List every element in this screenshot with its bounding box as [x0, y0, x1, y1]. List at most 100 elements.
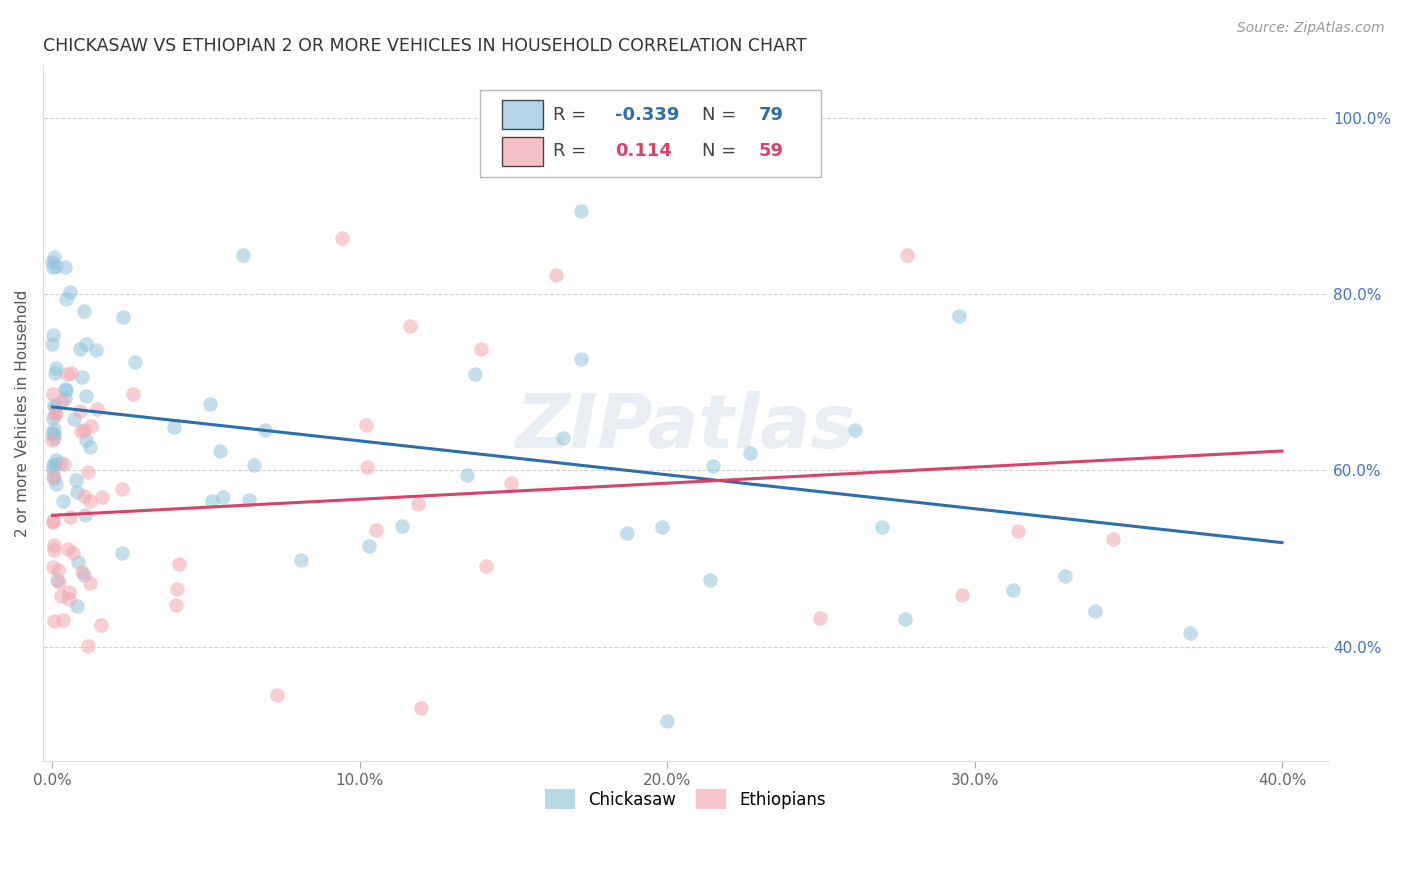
FancyBboxPatch shape	[502, 100, 543, 129]
Point	[65, 473, 87, 487]
Text: N =: N =	[703, 105, 742, 124]
Point	[53, 391, 76, 405]
Text: N =: N =	[703, 143, 742, 161]
Point	[893, 611, 915, 625]
Point	[356, 459, 378, 474]
Point	[42, 514, 65, 528]
Point	[45, 259, 67, 273]
Point	[73, 568, 96, 582]
Point	[211, 490, 233, 504]
Point	[73, 489, 96, 503]
Point	[86, 401, 108, 416]
Point	[391, 518, 413, 533]
Point	[42, 560, 65, 574]
Point	[45, 476, 67, 491]
Point	[254, 423, 277, 437]
Point	[870, 520, 893, 534]
Point	[69, 424, 91, 438]
Point	[406, 497, 429, 511]
Point	[1001, 583, 1024, 598]
Point	[72, 303, 94, 318]
Point	[70, 565, 93, 579]
Point	[616, 525, 638, 540]
Point	[44, 366, 66, 380]
Point	[42, 538, 65, 552]
Point	[166, 582, 188, 596]
Point	[702, 458, 724, 473]
FancyBboxPatch shape	[502, 136, 543, 166]
Point	[844, 423, 866, 437]
Point	[42, 398, 65, 412]
Text: R =: R =	[554, 105, 592, 124]
Point	[59, 285, 82, 300]
Point	[52, 494, 75, 508]
Point	[90, 618, 112, 632]
Point	[48, 575, 70, 590]
Point	[1178, 626, 1201, 640]
Point	[75, 433, 97, 447]
Text: 0.114: 0.114	[614, 143, 672, 161]
Point	[46, 563, 69, 577]
Point	[950, 589, 973, 603]
Point	[44, 471, 66, 485]
Point	[65, 599, 87, 613]
Point	[232, 247, 254, 261]
Point	[470, 343, 492, 357]
Text: ZIPatlas: ZIPatlas	[516, 391, 856, 464]
Point	[330, 231, 353, 245]
Point	[546, 268, 568, 282]
Point	[464, 368, 486, 382]
Point	[42, 427, 65, 442]
Point	[56, 367, 79, 381]
Point	[111, 310, 134, 325]
Text: -0.339: -0.339	[614, 105, 679, 124]
Point	[41, 254, 63, 268]
Point	[42, 515, 65, 529]
Point	[41, 463, 63, 477]
Point	[699, 573, 721, 587]
Point	[66, 555, 89, 569]
Point	[896, 247, 918, 261]
Point	[75, 337, 97, 351]
Point	[58, 585, 80, 599]
Point	[52, 613, 75, 627]
Point	[53, 382, 76, 396]
Point	[651, 520, 673, 534]
Point	[501, 476, 523, 491]
Point	[69, 343, 91, 357]
Point	[738, 446, 761, 460]
Point	[198, 397, 221, 411]
Point	[124, 355, 146, 369]
Point	[55, 383, 77, 397]
Point	[60, 367, 83, 381]
Point	[49, 589, 72, 603]
Point	[45, 573, 67, 587]
Point	[62, 546, 84, 560]
Point	[51, 395, 73, 409]
Point	[354, 418, 377, 433]
Point	[75, 389, 97, 403]
Point	[290, 552, 312, 566]
Point	[111, 546, 134, 560]
Point	[456, 467, 478, 482]
Point	[41, 458, 63, 472]
Point	[56, 542, 79, 557]
Point	[42, 260, 65, 274]
Point	[111, 483, 134, 497]
Point	[72, 370, 94, 384]
Point	[52, 457, 75, 471]
Point	[44, 457, 66, 471]
Point	[73, 508, 96, 522]
Point	[73, 423, 96, 437]
Text: CHICKASAW VS ETHIOPIAN 2 OR MORE VEHICLES IN HOUSEHOLD CORRELATION CHART: CHICKASAW VS ETHIOPIAN 2 OR MORE VEHICLE…	[44, 37, 807, 55]
Point	[65, 484, 87, 499]
Point	[399, 318, 422, 333]
Point	[266, 688, 288, 702]
Point	[569, 351, 592, 366]
Point	[474, 559, 496, 574]
Point	[1053, 569, 1076, 583]
Point	[76, 466, 98, 480]
Text: 79: 79	[759, 105, 785, 124]
Point	[45, 452, 67, 467]
Point	[359, 539, 381, 553]
